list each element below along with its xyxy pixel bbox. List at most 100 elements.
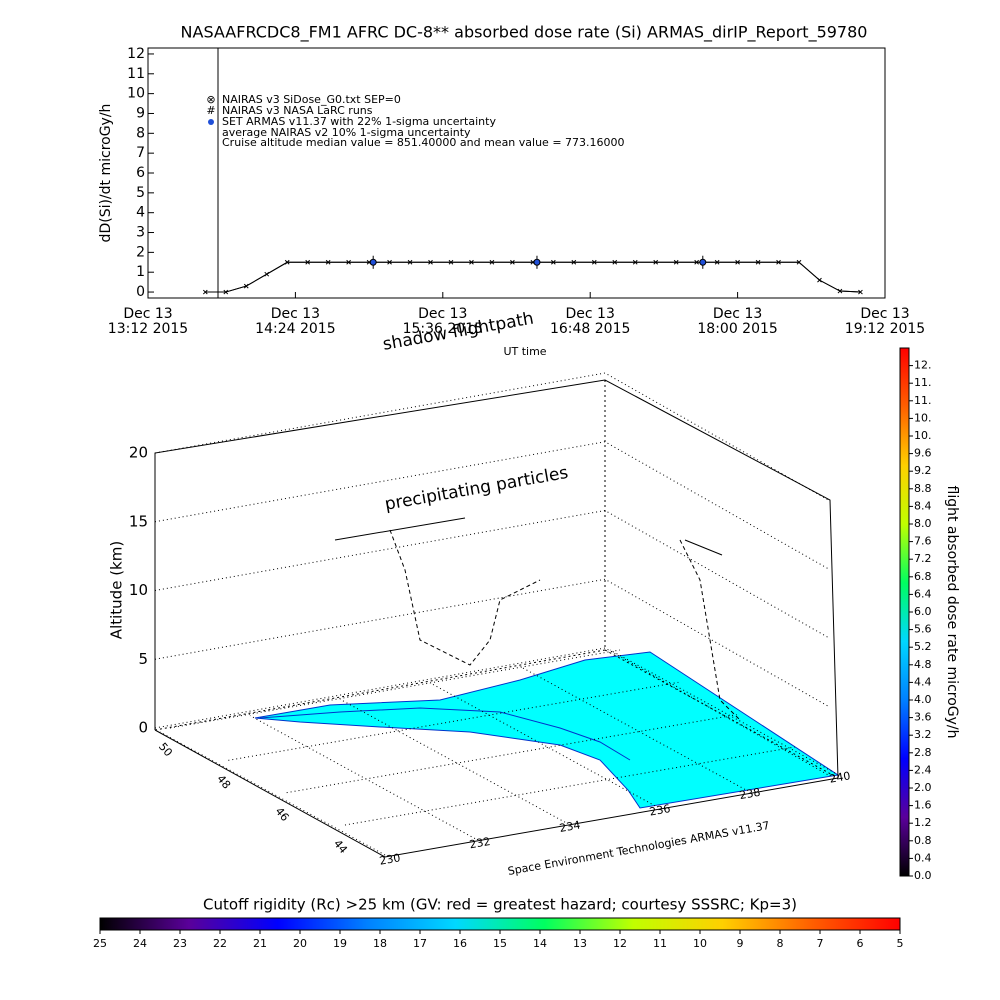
chart-title: NASAAFRCDC8_FM1 AFRC DC-8** absorbed dos…	[181, 23, 868, 43]
colorbar-title: Cutoff rigidity (Rc) >25 km (GV: red = g…	[203, 896, 797, 914]
annotation: Cruise altitude median value = 851.40000…	[222, 136, 625, 149]
x-tick-label: Dec 13	[713, 306, 762, 322]
grid-line	[339, 698, 566, 823]
colorbar-tick-label: 22	[213, 937, 227, 950]
box-edge	[154, 649, 606, 731]
colorbar-tick-label: 6.4	[914, 587, 932, 600]
lat-tick-label: 44	[331, 837, 350, 856]
colorbar-tick-label: 21	[253, 937, 267, 950]
colorbar-tick-label: 24	[133, 937, 147, 950]
y-tick-label: 10	[127, 86, 145, 102]
z-tick-label: 20	[129, 444, 148, 462]
x-tick-label: Dec 13	[860, 306, 909, 322]
flight-trace	[679, 539, 741, 721]
colorbar-tick-label: 7.6	[914, 535, 932, 548]
z-tick-label: 0	[138, 719, 148, 737]
z-tick-label: 15	[129, 512, 148, 530]
colorbar-tick-label: 12	[613, 937, 627, 950]
z-tick-label: 5	[138, 650, 148, 668]
grid-line	[249, 715, 476, 840]
x-tick-label: 13:12 2015	[108, 321, 188, 337]
x-tick-label: 19:12 2015	[845, 321, 925, 337]
grid-line	[154, 509, 831, 639]
colorbar-tick-label: 2.4	[914, 763, 932, 776]
colorbar-tick-label: 4.4	[914, 675, 932, 688]
coast	[259, 707, 631, 761]
colorbar-tick-label: 0.8	[914, 834, 932, 847]
y-tick-label: 8	[136, 125, 145, 141]
z-tick-label: 10	[129, 581, 148, 599]
colorbar-tick-label: 6.0	[914, 605, 932, 618]
legend-label: NAIRAS v3 NASA LaRC runs	[222, 104, 373, 117]
data-point	[699, 258, 707, 266]
box-edge	[154, 729, 839, 858]
grid-line	[429, 682, 656, 807]
annotation: precipitating particles	[383, 463, 570, 515]
y-tick-label: 9	[136, 105, 145, 121]
x-tick-label: 15:36 2015	[403, 321, 483, 337]
colorbar-tick-label: 9	[737, 937, 744, 950]
data-point	[533, 258, 541, 266]
legend-label: SET ARMAS v11.37 with 22% 1-sigma uncert…	[222, 115, 496, 128]
lon-tick-label: 240	[828, 769, 851, 785]
y-tick-label: 12	[127, 46, 145, 62]
colorbar-tick-label: 7	[817, 937, 824, 950]
colorbar-tick-label: 17	[413, 937, 427, 950]
legend-label: NAIRAS v3 SiDose_G0.txt SEP=0	[222, 93, 401, 106]
z-axis-label: Altitude (km)	[108, 541, 126, 639]
lat-tick-label: 50	[156, 740, 175, 759]
grid-line	[286, 714, 737, 794]
colorbar-tick-label: 9.6	[914, 447, 932, 460]
colorbar-tick-label: 6	[857, 937, 864, 950]
data-line	[205, 261, 861, 293]
colorbar-tick-label: 15	[493, 937, 507, 950]
colorbar-tick-label: 8	[777, 937, 784, 950]
colorbar-tick-label: 5.2	[914, 640, 932, 653]
colorbar-tick-label: 5	[897, 937, 904, 950]
flight-trace	[389, 529, 541, 666]
grid-line	[154, 578, 831, 708]
x-tick-label: Dec 13	[566, 306, 615, 322]
colorbar-tick-label: 11.	[914, 394, 932, 407]
x-tick-label: Dec 13	[418, 306, 467, 322]
x-tick-label: Dec 13	[271, 306, 320, 322]
lon-tick-label: 232	[468, 835, 491, 851]
colorbar-label: flight absorbed dose rate microGy/h	[944, 486, 960, 739]
grid-line	[519, 665, 746, 790]
y-tick-label: 5	[136, 185, 145, 201]
y-tick-label: 7	[136, 145, 145, 161]
grid-line	[169, 649, 621, 729]
colorbar-tick-label: 20	[293, 937, 307, 950]
y-tick-label: 6	[136, 165, 145, 181]
colorbar-tick-label: 8.4	[914, 499, 932, 512]
y-tick-label: 4	[136, 205, 145, 221]
colorbar-tick-label: 11	[653, 937, 667, 950]
colorbar-tick-label: 13	[573, 937, 587, 950]
x-tick-label: 18:00 2015	[697, 321, 777, 337]
legend-marker	[208, 119, 214, 125]
y-tick-label: 11	[127, 66, 145, 82]
lon-tick-label: 236	[648, 802, 671, 818]
colorbar-tick-label: 2.8	[914, 746, 932, 759]
colorbar-tick-label: 10.	[914, 429, 932, 442]
colorbar-tick-label: 6.8	[914, 570, 932, 583]
colorbar-tick-label: 8.8	[914, 482, 932, 495]
lon-tick-label: 234	[558, 818, 581, 834]
colorbar-tick-label: 23	[173, 937, 187, 950]
colorbar-tick-label: 7.2	[914, 552, 932, 565]
colorbar-tick-label: 9.2	[914, 464, 932, 477]
colorbar-tick-label: 10.	[914, 411, 932, 424]
colorbar-tick-label: 0.4	[914, 851, 932, 864]
grid-line	[609, 649, 836, 774]
y-axis-label: dD(Si)/dt microGy/h	[98, 104, 114, 243]
box-3d	[154, 379, 840, 858]
data-line	[205, 261, 861, 293]
colorbar-tick-label: 8.0	[914, 517, 932, 530]
credit: Space Environment Technologies ARMAS v11…	[507, 819, 771, 878]
colorbar-tick-label: 18	[373, 937, 387, 950]
grid-line	[344, 746, 796, 826]
colorbar	[899, 347, 910, 877]
plot-frame	[147, 47, 886, 299]
data-point	[202, 289, 208, 295]
